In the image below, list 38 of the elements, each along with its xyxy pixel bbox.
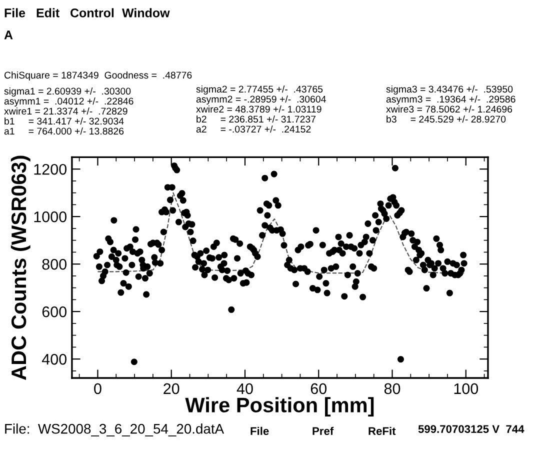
text: sigma1 = 2.60939 +/- .30300: [4, 87, 131, 97]
text: 599.70703125 V 744: [418, 425, 524, 433]
x-tick-label: 40: [236, 383, 253, 394]
text: b3 = 245.529 +/- 28.9270: [386, 115, 506, 123]
text: File: [4, 8, 26, 18]
y-tick-label: 600: [42, 306, 66, 318]
y-tick-label: 1200: [34, 164, 66, 175]
y-tick-label: 1000: [34, 211, 66, 222]
text: xwire2 = 48.3789 +/- 1.03119: [196, 105, 322, 113]
x-tick-label: 0: [94, 383, 102, 394]
x-tick-label: 100: [454, 383, 478, 394]
text: xwire3 = 78.5062 +/- 1.24696: [386, 105, 512, 113]
text: a1 = 764.000 +/- 13.8826: [4, 127, 124, 135]
text: File: WS2008_3_6_20_54_20.datA: [5, 424, 224, 436]
text: Pref: [312, 426, 334, 435]
text: Edit: [36, 8, 60, 18]
y-tick-label: 800: [42, 258, 66, 270]
y-axis-title: ADC Counts (WSR063): [10, 156, 30, 380]
text: b2 = 236.851 +/- 31.7237: [196, 115, 316, 123]
x-axis-title: Wire Position [mm]: [185, 397, 374, 417]
text: Control: [70, 8, 114, 18]
y-tick-label: 400: [42, 354, 66, 365]
x-tick-label: 80: [384, 383, 400, 394]
text: File: [250, 426, 269, 435]
text: ReFit: [368, 426, 396, 435]
text: xwire1 = 21.3374 +/- .72829: [4, 107, 128, 115]
text: sigma2 = 2.77455 +/- .43765: [196, 85, 323, 95]
text: b1 = 341.417 +/- 32.9034: [4, 117, 124, 125]
text: ChiSquare = 1874349 Goodness = .48776: [4, 71, 192, 81]
text: A: [4, 30, 13, 40]
x-tick-label: 60: [310, 383, 327, 394]
text: Window: [122, 8, 170, 18]
text: asymm3 = .19364 +/- .29586: [386, 95, 516, 105]
text: asymm1 = .04012 +/- .22846: [4, 97, 134, 107]
text: sigma3 = 3.43476 +/- .53950: [386, 85, 513, 95]
text: a2 = -.03727 +/- .24152: [196, 125, 311, 133]
text: asymm2 = -.28959 +/- .30604: [196, 95, 326, 105]
x-tick-label: 20: [164, 383, 180, 394]
